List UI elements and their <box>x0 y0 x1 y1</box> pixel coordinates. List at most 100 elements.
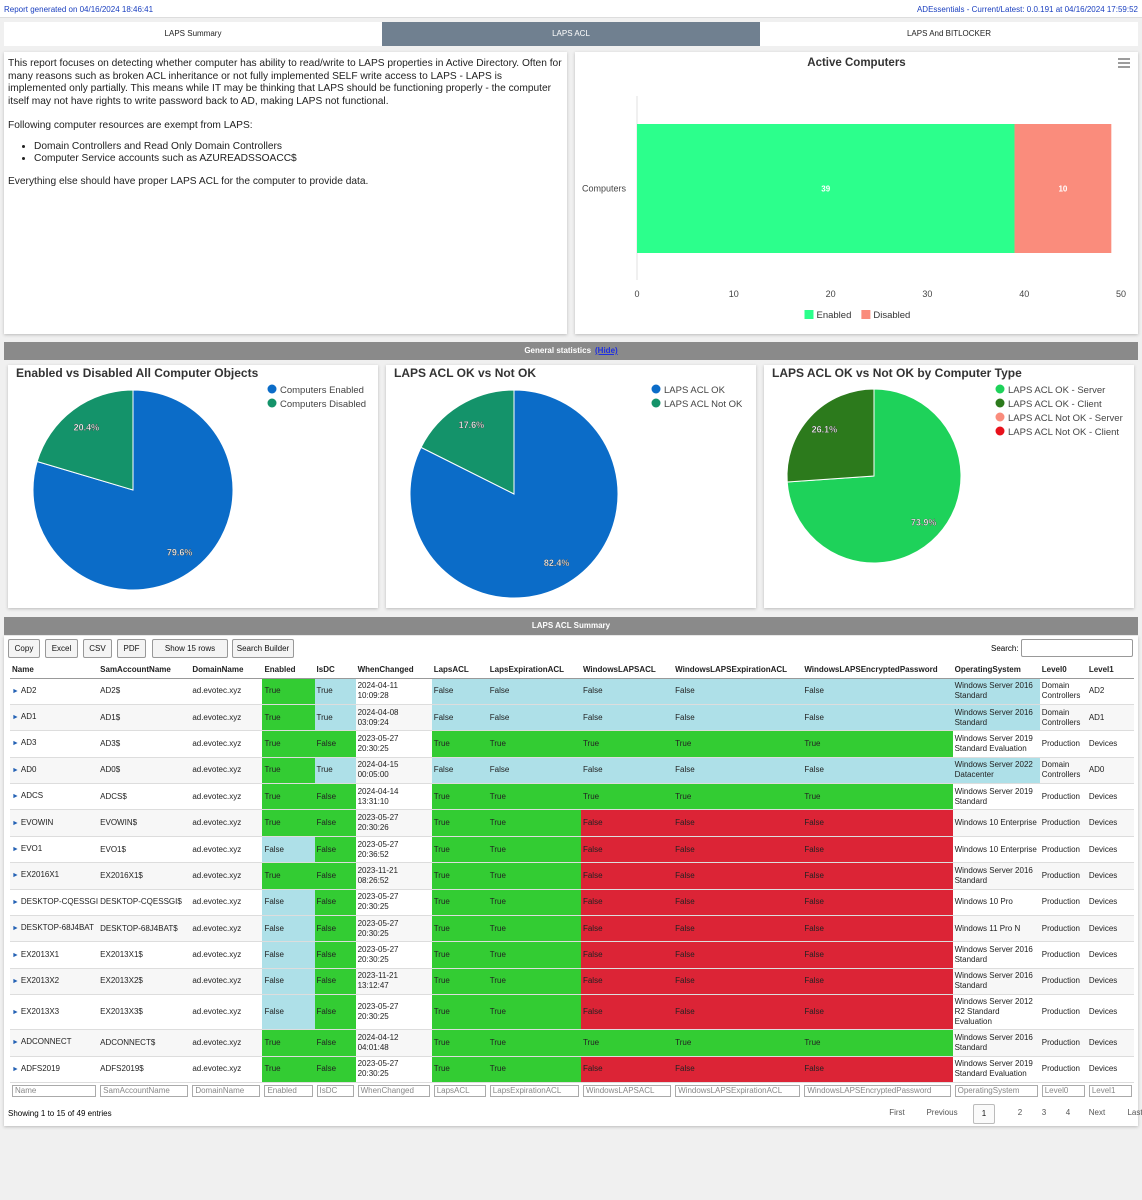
table-cell: ad.evotec.xyz <box>190 941 263 969</box>
toolbar-button[interactable]: CSV <box>83 639 112 658</box>
filter-input[interactable]: WindowsLAPSEncryptedPassword <box>804 1084 951 1097</box>
toolbar-button[interactable]: Excel <box>45 639 78 658</box>
page-button[interactable]: First <box>889 1108 905 1117</box>
filter-input[interactable]: DomainName <box>192 1084 261 1097</box>
tab[interactable]: LAPS Summary <box>164 29 222 38</box>
table-cell: ADFS2019$ <box>98 1056 191 1083</box>
filter-cell: DomainName <box>190 1082 262 1099</box>
table-cell: Production <box>1039 730 1087 758</box>
table-row: EX2013X2EX2013X2$ad.evotec.xyzFalseFalse… <box>10 968 1134 996</box>
filter-cell: Enabled <box>262 1082 314 1099</box>
table-cell: False <box>262 968 315 996</box>
page-button[interactable]: Next <box>1088 1108 1106 1117</box>
filter-input[interactable]: SamAccountName <box>100 1084 189 1097</box>
filter-input[interactable]: LapsExpirationACL <box>489 1084 579 1097</box>
table-cell: False <box>580 915 674 943</box>
table-cell: True <box>487 941 581 969</box>
hide-link[interactable]: (Hide) <box>595 346 618 355</box>
bar-panel: Active Computers 0 10 20 30 40 50 Computers 39 10… <box>575 52 1138 334</box>
table-cell: False <box>314 862 356 890</box>
column-header[interactable]: Level1 <box>1086 662 1134 679</box>
data-label: 39 <box>821 185 830 194</box>
pie-chart: LAPS ACL OK vs Not OK 82.4% LAPS ACL OK 17.… <box>394 366 743 599</box>
table-cell: True <box>802 1029 953 1057</box>
column-header[interactable]: DomainName <box>190 662 263 679</box>
table-cell: True <box>431 836 488 864</box>
table-cell: False <box>802 757 953 785</box>
table-cell: 2023-05-27 20:30:25 <box>355 915 432 943</box>
page-button[interactable]: Previous <box>926 1108 958 1117</box>
table-cell: AD1$ <box>98 704 191 732</box>
filter-input[interactable]: Level0 <box>1041 1084 1085 1097</box>
table-cell: True <box>431 941 488 969</box>
column-header[interactable]: LapsExpirationACL <box>487 662 581 679</box>
legend-swatch <box>651 398 661 408</box>
column-header[interactable]: Name <box>10 662 99 679</box>
tab[interactable]: LAPS And BITLOCKER <box>906 29 992 38</box>
filter-cell: SamAccountName <box>98 1082 190 1099</box>
data-label: 79.6% <box>167 548 193 558</box>
filter-input[interactable]: Enabled <box>264 1084 313 1097</box>
table-cell: True <box>262 862 315 890</box>
table-cell: False <box>314 783 356 811</box>
column-header[interactable]: WindowsLAPSExpirationACL <box>673 662 803 679</box>
table-cell: False <box>580 994 674 1031</box>
table-cell: ad.evotec.xyz <box>190 757 263 785</box>
table-cell: AD2 <box>1086 678 1134 705</box>
filter-input[interactable]: WindowsLAPSExpirationACL <box>675 1084 801 1097</box>
menu-icon[interactable] <box>1118 58 1130 68</box>
column-header[interactable]: Enabled <box>262 662 315 679</box>
page-button[interactable]: 4 <box>1065 1108 1071 1117</box>
table-row: EVOWINEVOWIN$ad.evotec.xyzTrueFalse2023-… <box>10 809 1134 837</box>
table-cell: AD0 <box>1086 757 1134 785</box>
legend-swatch <box>861 310 871 319</box>
table-cell: False <box>673 941 803 969</box>
table-cell: DESKTOP-CQESSGI$ <box>98 889 191 917</box>
table-cell: False <box>262 889 315 917</box>
table-cell: True <box>314 757 356 785</box>
column-header[interactable]: IsDC <box>314 662 356 679</box>
filter-input[interactable]: Level1 <box>1088 1084 1132 1097</box>
column-header[interactable]: SamAccountName <box>98 662 191 679</box>
column-header[interactable]: OperatingSystem <box>952 662 1040 679</box>
column-header[interactable]: WhenChanged <box>355 662 432 679</box>
table-cell: True <box>673 783 803 811</box>
filter-input[interactable]: OperatingSystem <box>954 1084 1038 1097</box>
filter-input[interactable]: LapsACL <box>433 1084 486 1097</box>
search-label: Search: <box>991 644 1019 653</box>
filter-cell: Level1 <box>1087 1082 1134 1099</box>
table-row: EVO1EVO1$ad.evotec.xyzFalseFalse2023-05-… <box>10 836 1134 864</box>
toolbar-button[interactable]: Search Builder <box>232 639 294 658</box>
toolbar-button[interactable]: Show 15 rows <box>152 639 228 658</box>
column-header[interactable]: WindowsLAPSACL <box>580 662 674 679</box>
legend-label: LAPS ACL Not OK <box>664 399 743 410</box>
search-input[interactable] <box>1021 639 1133 657</box>
pie-chart: Enabled vs Disabled All Computer Objects… <box>16 366 366 591</box>
toolbar-button[interactable]: Copy <box>8 639 40 658</box>
legend-label: LAPS ACL Not OK - Client <box>1008 427 1119 438</box>
page-button[interactable]: 3 <box>1041 1108 1047 1117</box>
page-button[interactable]: 1 <box>973 1104 995 1124</box>
filter-input[interactable]: IsDC <box>316 1084 354 1097</box>
filter-input[interactable]: WindowsLAPSACL <box>582 1084 672 1097</box>
data-label: 10 <box>1058 185 1067 194</box>
table-info: Showing 1 to 15 of 49 entries <box>8 1109 112 1118</box>
column-header[interactable]: WindowsLAPSEncryptedPassword <box>802 662 953 679</box>
table-cell: False <box>487 678 581 705</box>
table-cell: False <box>802 915 953 943</box>
page-button[interactable]: 2 <box>1017 1108 1023 1117</box>
tab[interactable]: LAPS ACL <box>382 22 760 46</box>
table-cell: Windows Server 2022 Datacenter <box>952 757 1040 785</box>
table-cell: ad.evotec.xyz <box>190 889 263 917</box>
filter-input[interactable]: Name <box>12 1084 97 1097</box>
toolbar-button[interactable]: PDF <box>117 639 146 658</box>
column-header[interactable]: Level0 <box>1039 662 1087 679</box>
filter-input[interactable]: WhenChanged <box>357 1084 430 1097</box>
page-button[interactable]: Last <box>1127 1108 1142 1117</box>
table-cell: True <box>487 730 581 758</box>
intro-panel: This report focuses on detecting whether… <box>4 52 567 334</box>
column-header[interactable]: LapsACL <box>431 662 488 679</box>
table-cell: True <box>431 1029 488 1057</box>
paragraph: Everything else should have proper LAPS … <box>8 175 369 187</box>
